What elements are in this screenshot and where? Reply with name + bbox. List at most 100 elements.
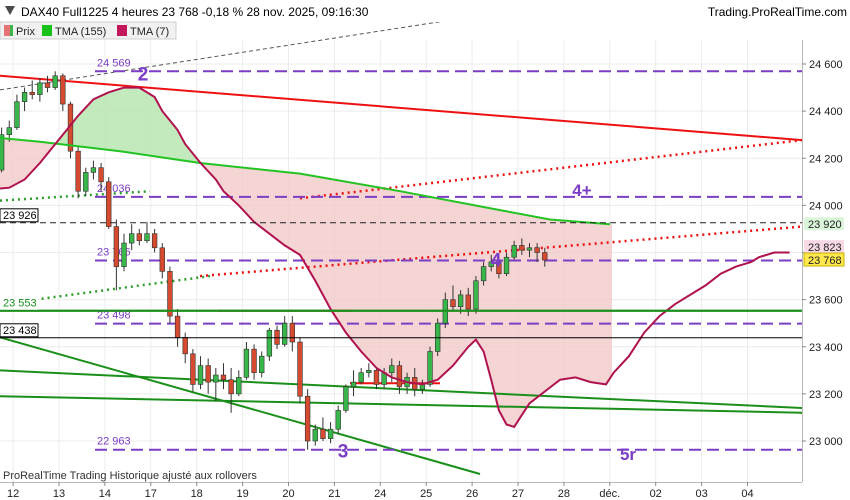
candle-body — [182, 337, 188, 355]
trend-line — [0, 369, 803, 410]
price-line-label: 23 926 — [3, 210, 37, 222]
level-label: 24 036 — [97, 183, 131, 195]
candle-body — [427, 351, 433, 385]
trend-line — [0, 0, 584, 91]
candle-body — [526, 247, 533, 251]
level-label: 23 498 — [97, 310, 131, 322]
candle-body — [0, 134, 5, 171]
candle-body — [312, 428, 318, 442]
y-tick-label: 23 400 — [809, 342, 843, 354]
y-tick-label: 24 400 — [809, 106, 843, 118]
price-line-label-box — [0, 208, 39, 223]
candle-body — [480, 266, 487, 282]
legend-item-prix[interactable]: Prix — [4, 25, 35, 38]
wave-label: 4 — [491, 251, 502, 272]
header-arrow-icon[interactable] — [5, 6, 15, 15]
tma155-line — [0, 136, 611, 226]
candle-body — [213, 374, 219, 383]
wave-label: 5r — [620, 445, 636, 464]
legend-label-tma155: TMA (155) — [55, 26, 106, 38]
candle-body — [52, 75, 58, 88]
candle-body — [251, 348, 257, 373]
candle-body — [389, 365, 395, 373]
chart-title: DAX40 Full1225 4 heures 23 768 -0,18 % 2… — [21, 5, 369, 19]
price-tag-label: 23 768 — [808, 255, 842, 267]
candle-body — [350, 381, 357, 388]
price-line-label-box — [0, 323, 39, 338]
x-tick-label: 28 — [558, 488, 570, 500]
tma-lines — [0, 86, 790, 429]
candle-body — [343, 386, 349, 411]
trend-line — [0, 74, 803, 142]
x-tick-label: 13 — [53, 488, 65, 500]
candle-body — [197, 365, 204, 385]
bull-fill — [56, 87, 200, 163]
tma7-swatch-icon — [117, 25, 127, 36]
price-line-label: 23 438 — [3, 325, 37, 337]
candle-body — [136, 233, 142, 242]
x-tick-label: 04 — [741, 488, 753, 500]
candle-body — [129, 233, 135, 244]
x-tick-label: 19 — [236, 488, 248, 500]
x-tick-label: 03 — [695, 488, 707, 500]
x-tick-label: 02 — [650, 488, 662, 500]
candle-body — [335, 410, 341, 430]
candle-body — [167, 271, 173, 317]
wave-label: 3 — [338, 441, 349, 462]
price-tag-box — [804, 240, 844, 254]
candle-body — [75, 150, 81, 192]
price-line-label: 23 553 — [3, 298, 37, 310]
wave-labels: 2 4+ 4 3 5r — [138, 64, 637, 463]
trend-line — [0, 189, 151, 202]
candle-body — [37, 82, 43, 95]
legend-label-tma7: TMA (7) — [130, 26, 169, 38]
candle-body — [327, 428, 334, 439]
x-tick-label: 26 — [466, 488, 478, 500]
x-tick-label: 21 — [328, 488, 340, 500]
x-tick-label: 20 — [282, 488, 294, 500]
x-tick-label: 12 — [7, 488, 19, 500]
candle-body — [488, 261, 494, 267]
price-tag-box — [804, 217, 844, 231]
candle-body — [113, 226, 120, 267]
candle-body — [473, 280, 479, 310]
candle-body — [266, 329, 273, 357]
x-tick-label: 14 — [99, 488, 111, 500]
trend-line — [0, 336, 481, 475]
candle-body — [21, 91, 28, 103]
y-tick-label: 23 600 — [809, 295, 843, 307]
candle-body — [542, 252, 548, 261]
price-tag-label: 23 823 — [808, 242, 842, 254]
candle-body — [205, 365, 211, 383]
candle-body — [297, 341, 303, 397]
candle-body — [503, 256, 510, 275]
candle-body — [14, 101, 20, 128]
candle-body — [190, 353, 196, 385]
x-tick-label: 25 — [420, 488, 432, 500]
level-label: 22 963 — [97, 436, 131, 448]
x-tick-label: 18 — [191, 488, 203, 500]
legend: Prix TMA (155) TMA (7) — [0, 21, 177, 40]
brand-label: Trading.ProRealTime.com — [708, 5, 847, 19]
y-tick-label: 24 600 — [809, 59, 843, 71]
tma7-line — [0, 86, 790, 429]
candle-body — [243, 348, 250, 378]
bear-fill — [202, 163, 612, 427]
footer-note: ProRealTime Trading Historique ajusté au… — [3, 470, 257, 482]
candle-body — [496, 261, 502, 275]
legend-item-tma7[interactable]: TMA (7) — [117, 25, 169, 38]
candle-body — [220, 374, 227, 381]
candle-body — [465, 294, 471, 310]
price-line-label-box — [0, 296, 38, 310]
candle-body — [151, 233, 158, 249]
candle-body — [519, 245, 525, 251]
candle-body — [6, 127, 12, 135]
price-tag-box — [803, 252, 845, 267]
candle-body — [106, 181, 112, 227]
candle-body — [259, 355, 265, 373]
x-tick-label: déc. — [599, 488, 620, 500]
x-tick-label: 17 — [145, 488, 157, 500]
x-axis: 12 13 14 17 18 19 20 21 24 25 26 27 28 déc. 02 03 04 — [7, 482, 754, 500]
legend-item-tma155[interactable]: TMA (155) — [42, 25, 106, 38]
candle-body — [121, 242, 127, 267]
